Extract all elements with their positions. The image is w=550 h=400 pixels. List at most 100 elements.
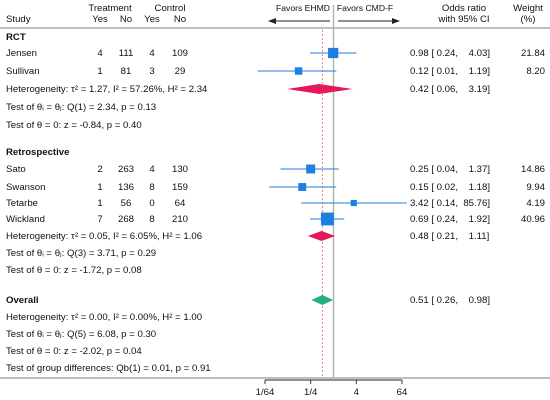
control-no: 109	[172, 48, 188, 59]
overall-odds-ratio-ci: 0.51 [ 0.26, 0.98]	[410, 295, 490, 306]
arrow-left-head	[268, 18, 276, 24]
group-retrospective: Retrospective Sato 2 263 4 130 0.25 [ 0.…	[6, 147, 546, 276]
study-name: Sullivan	[6, 66, 40, 77]
odds-ratio-ci: 0.12 [ 0.01, 1.19]	[410, 66, 490, 77]
group-label: Retrospective	[6, 147, 69, 158]
header-favors-right: Favors CMD-F	[337, 3, 393, 13]
heterogeneity-text: Heterogeneity: τ² = 1.27, I² = 57.26%, H…	[6, 84, 208, 95]
control-yes: 4	[149, 164, 155, 175]
control-no: 159	[172, 182, 188, 193]
overall-label: Overall	[6, 295, 39, 306]
odds-ratio-ci: 0.98 [ 0.24, 4.03]	[410, 48, 490, 59]
point-estimate-marker	[294, 67, 303, 75]
header-or-line1: Odds ratio	[442, 3, 486, 14]
pooled-odds-ratio-ci: 0.48 [ 0.21, 1.11]	[410, 231, 489, 242]
weight-value: 21.84	[521, 48, 546, 59]
group-rct: RCT Jensen 4 111 4 109 0.98 [ 0.24, 4.03…	[6, 32, 546, 131]
study-row: Tetarbe 1 56 0 64 3.42 [ 0.14, 85.76] 4.…	[6, 198, 545, 209]
point-estimate-marker	[298, 183, 307, 191]
treatment-no: 268	[118, 214, 134, 225]
study-name: Swanson	[6, 182, 45, 193]
treatment-no: 56	[121, 198, 132, 209]
header-control: Control	[155, 3, 186, 14]
treatment-yes: 1	[97, 182, 102, 193]
odds-ratio-ci: 0.69 [ 0.24, 1.92]	[410, 214, 490, 225]
study-row: Wickland 7 268 8 210 0.69 [ 0.24, 1.92] …	[6, 212, 545, 226]
control-no: 210	[172, 214, 188, 225]
heterogeneity-text: Heterogeneity: τ² = 0.05, I² = 6.05%, H²…	[6, 231, 202, 242]
point-estimate-marker	[328, 47, 339, 59]
weight-value: 4.19	[526, 198, 545, 209]
study-row: Sullivan 1 81 3 29 0.12 [ 0.01, 1.19] 8.…	[6, 66, 545, 77]
study-row: Jensen 4 111 4 109 0.98 [ 0.24, 4.03] 21…	[6, 47, 546, 59]
test-theta-text: Test of θ = 0: z = -1.72, p = 0.08	[6, 265, 142, 276]
odds-ratio-ci: 0.15 [ 0.02, 1.18]	[410, 182, 490, 193]
overall-diamond	[311, 295, 334, 305]
overall-section: Overall 0.51 [ 0.26, 0.98] Heterogeneity…	[6, 295, 490, 374]
control-no: 130	[172, 164, 188, 175]
overall-test-theta-text: Test of θ = 0: z = -2.02, p = 0.04	[6, 346, 142, 357]
pooled-row: Heterogeneity: τ² = 0.05, I² = 6.05%, H²…	[6, 231, 489, 242]
test-theta-i-text: Test of θᵢ = θⱼ: Q(1) = 2.34, p = 0.13	[6, 102, 156, 113]
subgroup-diamond	[307, 231, 336, 241]
x-tick-label: 64	[397, 387, 408, 398]
control-yes: 8	[149, 182, 154, 193]
weight-value: 14.86	[521, 164, 545, 175]
arrow-right-head	[392, 18, 400, 24]
treatment-no: 136	[118, 182, 134, 193]
pooled-odds-ratio-ci: 0.42 [ 0.06, 3.19]	[410, 84, 490, 95]
header-weight-line2: (%)	[521, 14, 536, 25]
study-name: Jensen	[6, 48, 37, 59]
point-estimate-marker	[306, 164, 316, 174]
treatment-yes: 2	[97, 164, 102, 175]
x-tick-label: 1/64	[256, 387, 275, 398]
weight-value: 8.20	[526, 66, 545, 77]
control-yes: 0	[149, 198, 154, 209]
control-no: 29	[175, 66, 186, 77]
study-row: Sato 2 263 4 130 0.25 [ 0.04, 1.37] 14.8…	[6, 164, 545, 175]
control-yes: 3	[149, 66, 154, 77]
pooled-row: Heterogeneity: τ² = 1.27, I² = 57.26%, H…	[6, 84, 490, 95]
treatment-no: 111	[119, 48, 134, 59]
test-theta-text: Test of θ = 0: z = -0.84, p = 0.40	[6, 120, 142, 131]
header: Study Treatment Control Yes No Yes No Fa…	[6, 3, 543, 25]
odds-ratio-ci: 3.42 [ 0.14, 85.76]	[410, 198, 490, 209]
header-treatment: Treatment	[88, 3, 132, 14]
point-estimate-marker	[320, 212, 334, 226]
point-estimate-marker	[350, 199, 357, 207]
weight-value: 40.96	[521, 214, 545, 225]
control-yes: 8	[149, 214, 154, 225]
study-name: Sato	[6, 164, 26, 175]
treatment-yes: 7	[97, 214, 102, 225]
subgroup-diamond	[287, 84, 353, 94]
study-name: Tetarbe	[6, 198, 38, 209]
header-favors-left: Favors EHMD	[276, 3, 330, 13]
header-c-no: No	[174, 14, 186, 25]
control-no: 64	[175, 198, 186, 209]
group-differences-text: Test of group differences: Qb(1) = 0.01,…	[6, 363, 211, 374]
header-t-no: No	[120, 14, 132, 25]
header-or-line2: with 95% CI	[437, 14, 489, 25]
odds-ratio-ci: 0.25 [ 0.04, 1.37]	[410, 164, 490, 175]
weight-value: 9.94	[526, 182, 545, 193]
header-weight-line1: Weight	[513, 3, 543, 14]
header-study: Study	[6, 14, 31, 25]
test-theta-i-text: Test of θᵢ = θⱼ: Q(3) = 3.71, p = 0.29	[6, 248, 156, 259]
treatment-yes: 4	[97, 48, 103, 59]
overall-heterogeneity-text: Heterogeneity: τ² = 0.00, I² = 0.00%, H²…	[6, 312, 202, 323]
header-t-yes: Yes	[92, 14, 108, 25]
control-yes: 4	[149, 48, 155, 59]
treatment-no: 81	[121, 66, 132, 77]
study-name: Wickland	[6, 214, 45, 225]
x-axis: 1/64 1/4 4 64	[256, 379, 408, 398]
overall-test-theta-i-text: Test of θᵢ = θⱼ: Q(5) = 6.08, p = 0.30	[6, 329, 156, 340]
treatment-yes: 1	[97, 198, 102, 209]
treatment-no: 263	[118, 164, 134, 175]
study-row: Swanson 1 136 8 159 0.15 [ 0.02, 1.18] 9…	[6, 182, 546, 193]
x-tick-label: 4	[354, 387, 360, 398]
header-c-yes: Yes	[144, 14, 160, 25]
group-label: RCT	[6, 32, 26, 43]
treatment-yes: 1	[97, 66, 102, 77]
x-tick-label: 1/4	[304, 387, 318, 398]
